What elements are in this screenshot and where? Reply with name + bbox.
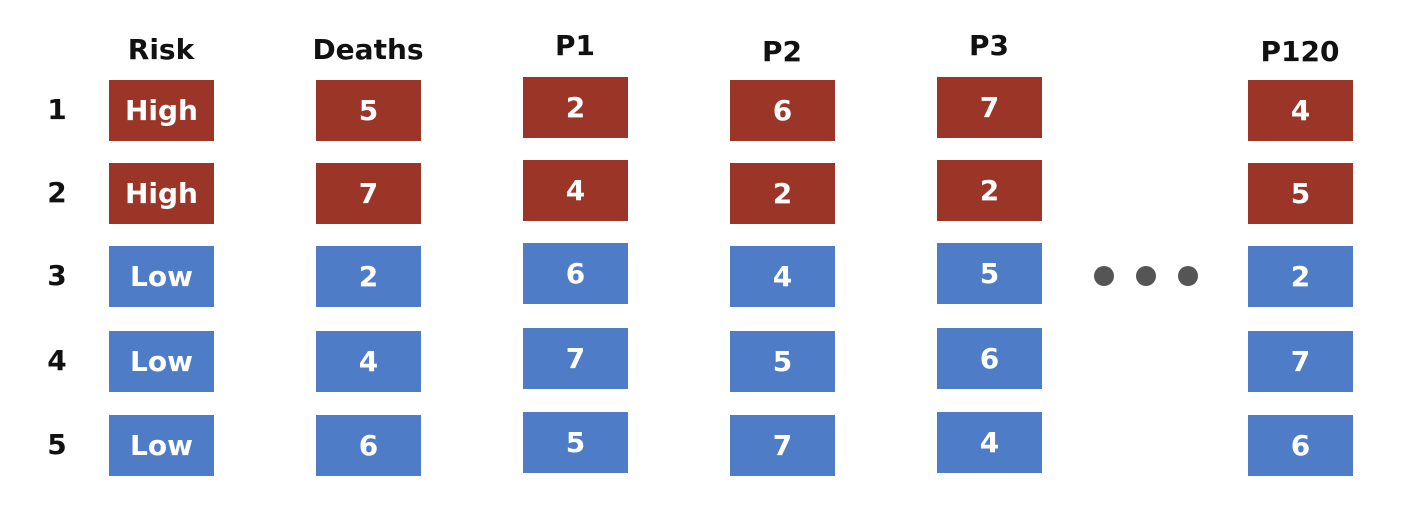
cell-p1-row-2: 4 [523,160,628,221]
cell-deaths-row-5: 6 [316,415,421,476]
cell-p1-row-1: 2 [523,77,628,138]
cell-p3-row-4: 6 [937,328,1042,389]
column-header-p120: P120 [1260,35,1340,68]
ellipsis-dot [1178,266,1198,286]
row-label-1: 1 [47,93,67,126]
cell-deaths-row-4: 4 [316,331,421,392]
column-header-p3: P3 [968,29,1009,62]
cell-p2-row-3: 4 [730,246,835,307]
cell-p2-row-2: 2 [730,163,835,224]
cell-p2-row-1: 6 [730,80,835,141]
cell-deaths-row-3: 2 [316,246,421,307]
cell-deaths-row-1: 5 [316,80,421,141]
row-label-5: 5 [47,428,67,461]
cell-p1-row-3: 6 [523,243,628,304]
cell-p120-row-5: 6 [1248,415,1353,476]
cell-p3-row-3: 5 [937,243,1042,304]
cell-p120-row-1: 4 [1248,80,1353,141]
cell-p1-row-5: 5 [523,412,628,473]
cell-risk-row-5: Low [109,415,214,476]
cell-risk-row-3: Low [109,246,214,307]
cell-deaths-row-2: 7 [316,163,421,224]
column-header-deaths: Deaths [312,33,424,66]
row-label-4: 4 [47,344,67,377]
column-header-p1: P1 [554,29,595,62]
cell-p2-row-4: 5 [730,331,835,392]
ellipsis-dot [1136,266,1156,286]
row-label-2: 2 [47,176,67,209]
cell-p120-row-3: 2 [1248,246,1353,307]
cell-p3-row-5: 4 [937,412,1042,473]
ellipsis-dot [1094,266,1114,286]
row-label-3: 3 [47,259,67,292]
cell-p3-row-2: 2 [937,160,1042,221]
cell-risk-row-1: High [109,80,214,141]
column-header-p2: P2 [761,35,802,68]
cell-p1-row-4: 7 [523,328,628,389]
column-header-risk: Risk [127,33,195,66]
cell-risk-row-2: High [109,163,214,224]
cell-risk-row-4: Low [109,331,214,392]
cell-p120-row-4: 7 [1248,331,1353,392]
cell-p3-row-1: 7 [937,77,1042,138]
cell-p120-row-2: 5 [1248,163,1353,224]
cell-p2-row-5: 7 [730,415,835,476]
